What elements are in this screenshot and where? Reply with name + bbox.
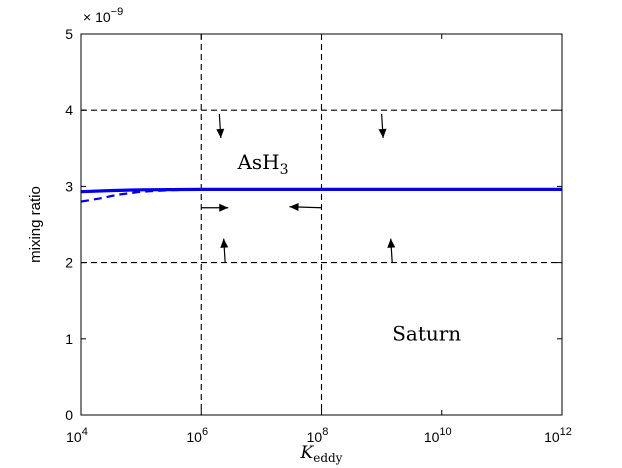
plot-area [80, 34, 562, 415]
x-tick-label: 106 [186, 426, 208, 445]
arrow-up-icon [220, 238, 229, 263]
arrow-right-icon [201, 203, 229, 212]
x-tick-label: 104 [66, 426, 88, 445]
x-tick-label: 1012 [544, 426, 572, 445]
x-tick-label: 1010 [424, 426, 452, 445]
series-line-2 [80, 188, 562, 203]
y-tick-label: 2 [65, 255, 73, 271]
y-tick-label: 0 [65, 407, 73, 423]
y-tick-label: 5 [65, 26, 73, 42]
y-tick-label: 1 [65, 331, 73, 347]
axis-ticks: 0 1 2 3 4 5 104 106 108 1010 1012 [65, 26, 572, 445]
y-multiplier-label: × 10−9 [83, 6, 123, 25]
annotations: AsH3 Saturn [236, 150, 461, 345]
x-tick-label: 108 [307, 426, 329, 445]
y-tick-label: 4 [65, 102, 73, 118]
y-axis-label: mixing ratio [27, 186, 44, 263]
arrow-down-icon [378, 113, 387, 139]
species-label: AsH3 [236, 150, 288, 178]
arrow-down-icon [216, 113, 225, 139]
arrow-left-icon [289, 203, 322, 212]
arrow-up-icon [387, 238, 396, 263]
axis-labels: × 10−9 mixing ratio Keddy [27, 6, 343, 465]
y-tick-label: 3 [65, 178, 73, 194]
planet-label: Saturn [392, 321, 461, 345]
x-axis-label: Keddy [300, 443, 343, 465]
